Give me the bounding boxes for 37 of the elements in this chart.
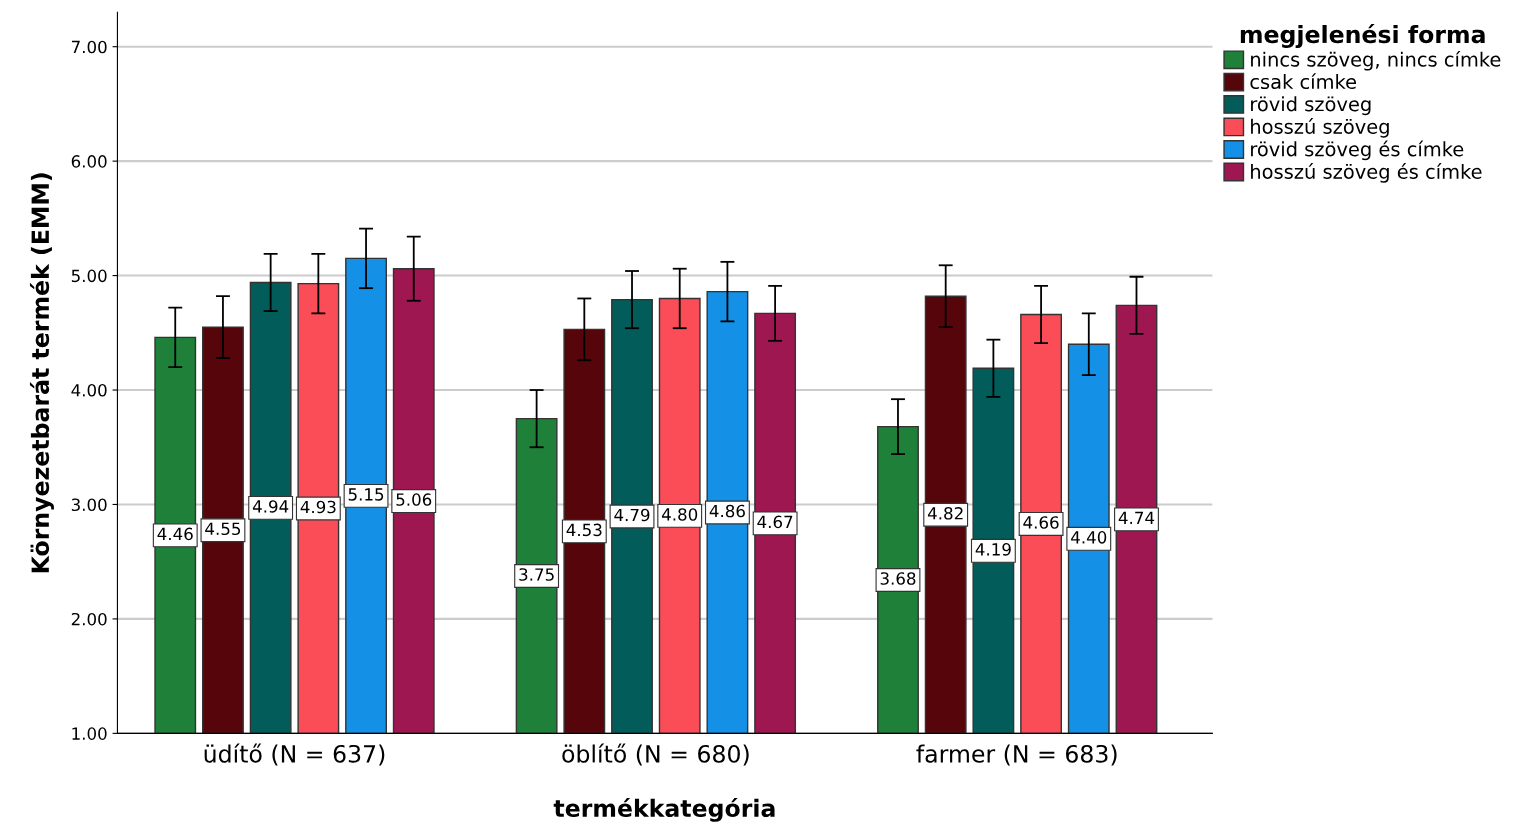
data-label: 3.75 bbox=[519, 568, 554, 581]
data-label: 4.94 bbox=[252, 500, 289, 513]
data-label: 5.06 bbox=[396, 493, 432, 506]
data-label: 4.74 bbox=[1118, 511, 1155, 524]
data-label: 4.79 bbox=[614, 508, 650, 522]
legend-label: nincs szöveg, nincs címke bbox=[1251, 50, 1501, 71]
data-label: 4.53 bbox=[566, 523, 602, 537]
legend-label: rövid szöveg bbox=[1251, 96, 1371, 116]
x-tick-label: öblítő (N = 680) bbox=[562, 743, 749, 766]
data-label: 4.67 bbox=[757, 515, 793, 529]
data-label: 4.93 bbox=[300, 500, 336, 514]
legend-label: hosszú szöveg bbox=[1251, 118, 1389, 138]
data-label: 4.55 bbox=[205, 522, 241, 536]
data-label: 4.82 bbox=[927, 507, 963, 520]
y-tick-label: 1.00 bbox=[72, 727, 107, 740]
data-label: 5.15 bbox=[348, 488, 384, 501]
y-tick-label: 3.00 bbox=[71, 498, 107, 512]
y-tick-label: 5.00 bbox=[71, 269, 107, 283]
x-tick-label: üdítő (N = 637) bbox=[204, 743, 385, 766]
legend-label: rövid szöveg és címke bbox=[1251, 140, 1464, 161]
legend-title: megjelenési forma bbox=[1240, 24, 1485, 49]
data-label: 4.40 bbox=[1071, 531, 1107, 544]
y-tick-label: 7.00 bbox=[71, 40, 107, 54]
y-tick-label: 6.00 bbox=[71, 155, 107, 168]
data-label: 4.80 bbox=[661, 508, 698, 521]
data-label: 4.19 bbox=[975, 543, 1011, 556]
y-tick-label: 2.00 bbox=[71, 612, 107, 626]
data-label: 4.46 bbox=[157, 527, 193, 541]
y-axis-title: Környezetbarát termék (EMM) bbox=[29, 173, 54, 573]
legend-label: csak címke bbox=[1250, 73, 1357, 90]
data-label: 4.66 bbox=[1023, 516, 1059, 529]
data-label: 4.86 bbox=[709, 504, 745, 518]
y-tick-label: 4.00 bbox=[71, 383, 107, 397]
legend-label: hosszú szöveg és címke bbox=[1251, 163, 1482, 183]
x-axis-title: termékkategória bbox=[553, 797, 775, 822]
data-label: 3.68 bbox=[880, 572, 916, 585]
x-tick-label: farmer (N = 683) bbox=[916, 744, 1117, 766]
